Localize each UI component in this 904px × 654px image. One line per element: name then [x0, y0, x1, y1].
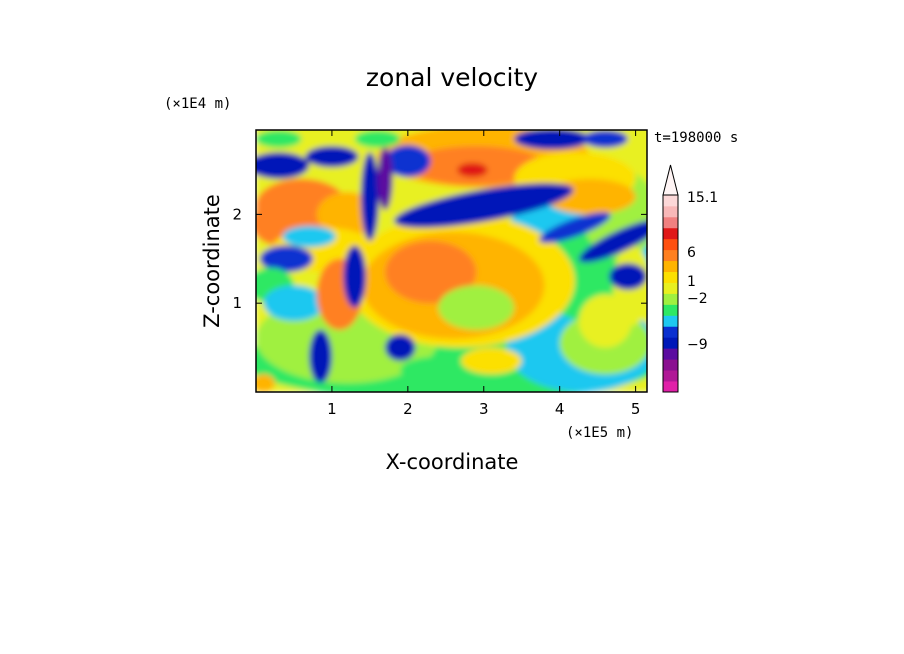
- field-patch: [377, 147, 393, 210]
- y-tick-label: 1: [232, 294, 242, 312]
- field-patch: [282, 225, 336, 248]
- colorbar-label: −9: [687, 337, 708, 353]
- field-patch: [343, 245, 367, 308]
- x-axis-label: X-coordinate: [386, 450, 519, 474]
- field-patch: [578, 219, 647, 263]
- colorbar-swatch: [663, 238, 678, 251]
- chart-title: zonal velocity: [366, 63, 538, 92]
- colorbar-arrow: [662, 164, 679, 196]
- y-axis-unit: (×1E4 m): [164, 96, 231, 112]
- colorbar-swatch: [663, 370, 678, 382]
- x-tick-label: 3: [479, 400, 489, 418]
- colorbar-label: 6: [687, 245, 696, 261]
- time-label: t=198000 s: [654, 130, 738, 146]
- field-patch: [514, 130, 591, 150]
- field-patch: [582, 130, 629, 148]
- colorbar-label: 1: [687, 274, 696, 290]
- x-axis: 1 2 3 4 5: [327, 130, 640, 418]
- field-patch: [259, 245, 313, 273]
- colorbar-swatch: [663, 195, 678, 207]
- field-patch: [256, 130, 302, 148]
- colorbar-label: −2: [687, 291, 708, 307]
- colorbar-swatch: [663, 216, 678, 229]
- colorbar-swatch: [663, 326, 678, 338]
- x-tick-label: 4: [555, 400, 565, 418]
- plot-frame: [255, 129, 648, 393]
- field-patch: [309, 329, 332, 384]
- colorbar-labels: 15.1 6 1−2 −9: [687, 190, 718, 353]
- field-patch: [263, 285, 325, 321]
- field-patch: [539, 212, 611, 244]
- field-patch: [394, 183, 574, 228]
- colorbar-swatch: [663, 293, 678, 305]
- field-patch: [609, 263, 647, 290]
- field-patch: [385, 241, 477, 304]
- y-axis: 12: [232, 205, 647, 312]
- field-patch: [457, 162, 488, 178]
- field-patch: [438, 285, 515, 330]
- field-patch: [385, 334, 416, 361]
- x-tick-label: 5: [631, 400, 641, 418]
- colorbar-swatch: [663, 271, 678, 283]
- field-patch: [256, 374, 275, 392]
- y-tick-label: 2: [232, 205, 242, 223]
- colorbar-swatch: [663, 304, 678, 316]
- field-patch: [256, 152, 310, 179]
- field-patch: [460, 347, 522, 375]
- x-tick-label: 1: [327, 400, 337, 418]
- colorbar-swatch: [663, 359, 678, 371]
- colorbar-swatch: [663, 348, 678, 360]
- field-patch: [578, 294, 632, 348]
- field-patch: [354, 130, 401, 148]
- field-patch: [385, 145, 431, 178]
- colorbar-frame: [662, 194, 679, 393]
- y-axis-label: Z-coordinate: [200, 194, 224, 328]
- colorbar-swatch: [663, 260, 678, 273]
- field-patch: [360, 152, 379, 242]
- field-patch: [400, 356, 477, 384]
- colorbar-swatch: [663, 249, 678, 262]
- colorbar-swatch: [663, 282, 678, 294]
- colorbar-swatch: [663, 315, 678, 327]
- colorbar-swatch: [663, 381, 678, 393]
- x-axis-unit: (×1E5 m): [566, 425, 633, 441]
- colorbar-swatch: [663, 205, 678, 218]
- field-patch: [305, 145, 359, 168]
- colorbar-swatch: [663, 227, 678, 240]
- colorbar-swatch: [663, 337, 678, 349]
- colorbar-label: 15.1: [687, 190, 718, 206]
- x-tick-label: 2: [403, 400, 413, 418]
- heatmap-field: [256, 130, 647, 392]
- colorbar: [662, 164, 679, 393]
